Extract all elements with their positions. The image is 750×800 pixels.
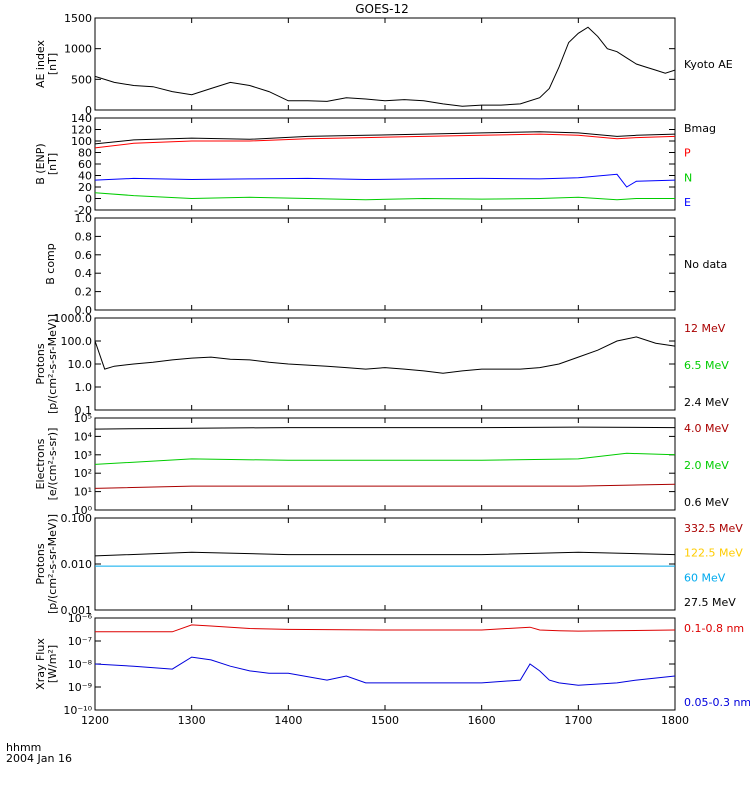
ytick-label: 10⁻⁶ <box>68 612 93 625</box>
xtick-label: 1600 <box>468 714 496 727</box>
series-line-2 <box>95 657 675 685</box>
panel-frame <box>95 18 675 110</box>
legend-label: 0.1-0.8 nm <box>684 622 744 635</box>
ytick-label: 40 <box>78 170 92 183</box>
legend-label: P <box>684 147 691 160</box>
ytick-label: 100.0 <box>61 335 93 348</box>
panel-frame <box>95 218 675 310</box>
ytick-label: 10⁻⁷ <box>68 635 92 648</box>
legend-label: 0.05-0.3 nm <box>684 696 750 709</box>
ytick-label: 0 <box>85 193 92 206</box>
ylabel: B comp <box>44 243 57 285</box>
figure-title: GOES-12 <box>355 2 409 16</box>
xaxis-date-label: 2004 Jan 16 <box>6 752 72 765</box>
ytick-label: 10² <box>74 467 92 480</box>
ytick-label: 10⁻⁸ <box>68 658 93 671</box>
legend-label: E <box>684 196 691 209</box>
series-line-3 <box>95 484 675 488</box>
legend-label: N <box>684 171 692 184</box>
ytick-label: 140 <box>71 112 92 125</box>
legend-label: 122.5 MeV <box>684 547 743 560</box>
series-line-1 <box>95 552 675 556</box>
panel-frame <box>95 618 675 710</box>
panel-7: 1200 1300 1400 1500 1600 1700 1800 10⁻¹⁰ 10⁻⁹ 10⁻… <box>34 612 750 727</box>
series-line-3 <box>95 193 675 200</box>
panel-frame <box>95 418 675 510</box>
ytick-label: 0.4 <box>75 267 93 280</box>
ytick-label: 10.0 <box>68 358 93 371</box>
legend-label: 0.6 MeV <box>684 496 729 509</box>
ylabel-unit: [W/m²] <box>46 645 59 683</box>
legend-label: 27.5 MeV <box>684 596 736 609</box>
series-line-1 <box>95 27 675 106</box>
ytick-label: 1000 <box>64 43 92 56</box>
xtick-label: 1700 <box>564 714 592 727</box>
ytick-label: 10⁴ <box>74 430 93 443</box>
legend-label: No data <box>684 258 727 271</box>
ytick-label: 0.8 <box>75 230 93 243</box>
series-line-2 <box>95 453 675 464</box>
legend-label: 4.0 MeV <box>684 422 729 435</box>
xtick-label: 1300 <box>178 714 206 727</box>
panel-frame <box>95 318 675 410</box>
ytick-label: 1.0 <box>75 381 93 394</box>
ylabel-unit: [nT] <box>46 153 59 175</box>
ytick-label: 10¹ <box>74 486 92 499</box>
ytick-label: 10⁻⁹ <box>68 681 92 694</box>
ytick-label: 0.100 <box>61 512 93 525</box>
ytick-label: 10⁻¹⁰ <box>63 704 92 717</box>
panel-frame <box>95 518 675 610</box>
panel-4: 0.1 1.0 10.0 100.0 1000.0 Protons [p/(cm²-s-sr… <box>34 312 729 417</box>
ytick-label: 100 <box>71 135 92 148</box>
legend-label: 12 MeV <box>684 322 726 335</box>
panel-frame <box>95 118 675 210</box>
ytick-label: 120 <box>71 124 92 137</box>
ytick-label: 10³ <box>74 449 92 462</box>
panel-3: 0.0 0.2 0.4 0.6 0.8 1.0 B comp No data <box>44 212 727 317</box>
series-line-1 <box>95 625 675 632</box>
ylabel-unit: [e/(cm²-s-sr)] <box>46 428 59 501</box>
ytick-label: 80 <box>78 147 92 160</box>
ytick-label: 10⁵ <box>74 412 92 425</box>
series-line-1 <box>95 427 675 429</box>
series-line-1 <box>95 337 675 373</box>
ytick-label: 20 <box>78 181 92 194</box>
ytick-label: 1500 <box>64 12 92 25</box>
legend-label: 6.5 MeV <box>684 359 729 372</box>
series-line-1 <box>95 132 675 144</box>
xtick-label: 1800 <box>661 714 689 727</box>
ytick-label: 0.2 <box>75 286 93 299</box>
ylabel-unit: [nT] <box>46 53 59 75</box>
series-line-2 <box>95 134 675 148</box>
panel-5: 10⁰ 10¹ 10² 10³ 10⁴ 10⁵ Electrons [e/(cm²-s-sr)… <box>34 412 729 517</box>
ytick-label: 0.6 <box>75 249 93 262</box>
legend-label: Kyoto AE <box>684 58 733 71</box>
panel-6: 0.001 0.010 0.100 Protons [p/(cm²-s-sr-MeV)]… <box>34 512 743 617</box>
ytick-label: 500 <box>71 73 92 86</box>
ytick-label: 1.0 <box>75 212 93 225</box>
ylabel-unit: [p/(cm²-s-sr-MeV)] <box>46 314 59 414</box>
legend-label: 2.4 MeV <box>684 396 729 409</box>
legend-label: 2.0 MeV <box>684 459 729 472</box>
ytick-label: 0.010 <box>61 558 93 571</box>
panel-1: 0 500 1000 1500 AE index [nT] Kyoto AE <box>34 12 733 117</box>
ytick-label: 60 <box>78 158 92 171</box>
ytick-label: 1000.0 <box>54 312 93 325</box>
legend-label: 332.5 MeV <box>684 522 743 535</box>
legend-label: Bmag <box>684 122 716 135</box>
xtick-label: 1500 <box>371 714 399 727</box>
xtick-label: 1400 <box>274 714 302 727</box>
legend-label: 60 MeV <box>684 571 726 584</box>
series-line-4 <box>95 174 675 187</box>
ylabel-unit: [p/(cm²-s-sr-MeV)] <box>46 514 59 614</box>
